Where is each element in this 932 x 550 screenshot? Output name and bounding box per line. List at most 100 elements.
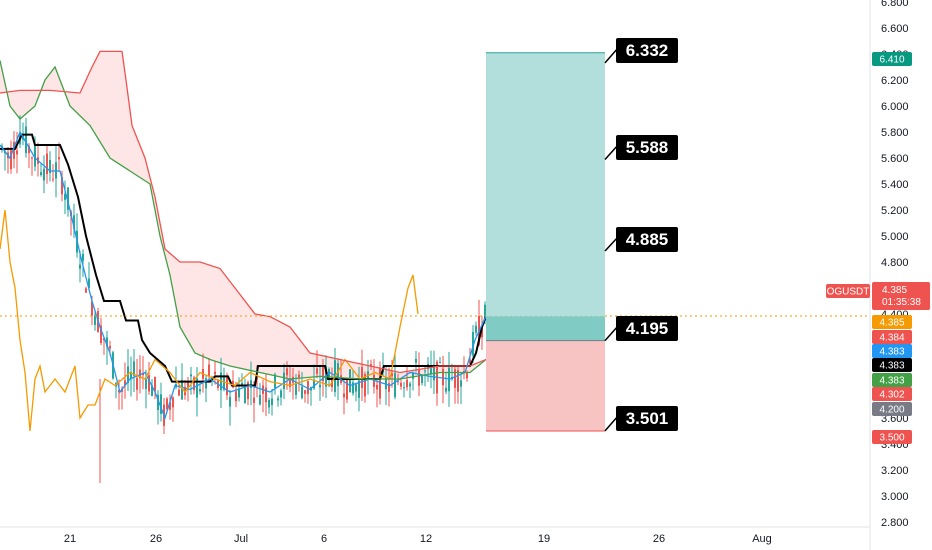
candle-body — [466, 372, 468, 379]
candle-body — [403, 387, 405, 389]
candle-body — [34, 145, 36, 167]
candle-body — [409, 383, 411, 387]
candle-body — [430, 368, 432, 375]
price-tag-box — [872, 315, 912, 329]
candle-body — [64, 193, 66, 200]
candle-body — [442, 368, 444, 386]
price-tag-text: 4.302 — [879, 390, 904, 401]
candle-body — [433, 364, 435, 381]
y-tick-label: 3.000 — [881, 491, 909, 503]
candle-body — [379, 367, 381, 399]
price-tag: 4.383 — [872, 358, 912, 372]
candle-body — [439, 361, 441, 363]
candle-body — [100, 325, 102, 344]
callout-text: 6.332 — [626, 41, 669, 60]
candle-body — [424, 370, 426, 372]
candle-body — [391, 373, 393, 377]
candle-body — [193, 377, 195, 391]
candle-body — [223, 376, 225, 390]
candle-body — [304, 390, 306, 394]
candle-body — [394, 372, 396, 398]
symbol-tag: OGUSDT — [826, 284, 870, 298]
price-tag-text: 6.410 — [879, 55, 904, 66]
callout-pointer — [604, 236, 619, 252]
candle-body — [259, 394, 261, 405]
candle-body — [415, 358, 417, 363]
callout-box — [616, 316, 678, 341]
candle-body — [214, 371, 216, 375]
candle-body — [142, 373, 144, 376]
candle-body — [376, 384, 378, 390]
symbol-tag-box — [826, 284, 870, 298]
candle-body — [385, 377, 387, 390]
candle-body — [49, 160, 51, 173]
candle-body — [157, 394, 159, 411]
candle-body — [187, 381, 189, 390]
callout-label: 6.332 — [604, 38, 678, 64]
series-line-3 — [0, 60, 556, 380]
price-tag: 6.410 — [872, 52, 912, 66]
price-tag-text: 4.384 — [879, 333, 904, 344]
candle-body — [253, 397, 255, 403]
candle-body — [337, 363, 339, 387]
candle-body — [31, 157, 33, 159]
candle-body — [40, 172, 42, 176]
candle-body — [166, 398, 168, 410]
price-tag-box — [872, 373, 912, 387]
y-tick-label: 5.600 — [881, 153, 909, 165]
candle-body — [58, 157, 60, 160]
callout-label: 4.195 — [604, 316, 678, 342]
callout-pointer — [604, 415, 619, 432]
candle-body — [238, 388, 240, 398]
candle-body — [43, 168, 45, 181]
price-tag: 4.383 — [872, 373, 912, 387]
candle-body — [46, 153, 48, 175]
candle-body — [352, 382, 354, 394]
x-tick-label: 12 — [420, 533, 432, 545]
callout-text: 5.588 — [626, 138, 669, 157]
candle-body — [106, 337, 108, 347]
candle-body — [229, 396, 231, 407]
candle-body — [343, 393, 345, 398]
candle-body — [298, 374, 300, 378]
candle-body — [169, 402, 171, 410]
price-tag: 3.500 — [872, 430, 912, 444]
price-tag-box — [872, 52, 912, 66]
candle-body — [130, 371, 132, 379]
candle-body — [364, 373, 366, 397]
candle-body — [400, 382, 402, 387]
price-tag-text: 3.500 — [879, 433, 904, 444]
y-tick-label: 6.800 — [881, 0, 909, 9]
candle-body — [172, 397, 174, 408]
callout-box — [616, 406, 678, 431]
candle-body — [319, 384, 321, 388]
y-tick-label: 4.800 — [881, 257, 909, 269]
y-tick-label: 6.600 — [881, 23, 909, 35]
candle-body — [292, 376, 294, 383]
last-price-tag-value: 4.385 — [882, 285, 907, 296]
candle-body — [13, 142, 15, 159]
candle-body — [313, 379, 315, 389]
x-tick-label: 6 — [321, 533, 327, 545]
candle-body — [235, 391, 237, 402]
candle-body — [199, 388, 201, 392]
candle-body — [73, 215, 75, 229]
candle-body — [481, 327, 483, 338]
x-tick-label: 19 — [538, 533, 550, 545]
candle-body — [226, 377, 228, 396]
x-tick-label: 26 — [150, 533, 162, 545]
callout-label: 4.885 — [604, 227, 678, 252]
candle-body — [82, 253, 84, 261]
y-tick-label: 6.200 — [881, 75, 909, 87]
candle-body — [475, 325, 477, 333]
price-tag-box — [872, 358, 912, 372]
callout-text: 4.195 — [626, 319, 669, 338]
y-tick-label: 5.800 — [881, 127, 909, 139]
price-tag-text: 4.200 — [879, 405, 904, 416]
candle-body — [178, 389, 180, 396]
candle-body — [160, 394, 162, 414]
candle-body — [109, 345, 111, 349]
y-tick-label: 5.000 — [881, 231, 909, 243]
candle-body — [283, 372, 285, 389]
price-tag-box — [872, 344, 912, 358]
